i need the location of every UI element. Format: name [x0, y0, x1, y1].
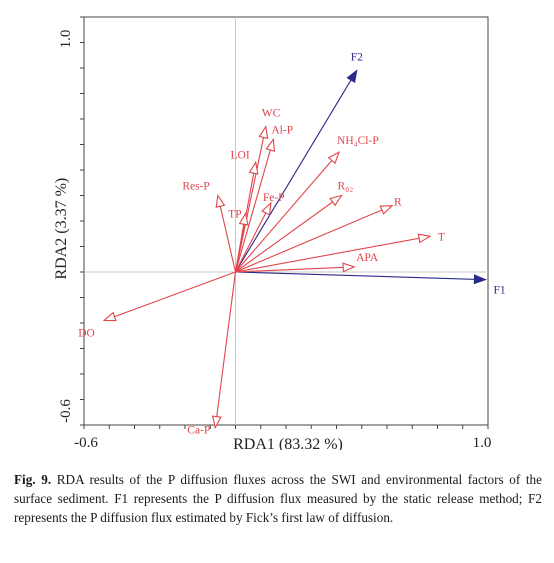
arrowhead-cap: [211, 415, 222, 430]
vector-apa: [235, 266, 355, 273]
plot-frame: [83, 16, 489, 426]
arrowhead-f2: [346, 69, 358, 84]
arrowhead-f1: [473, 274, 488, 285]
y-tick-label: -0.6: [58, 399, 74, 423]
figure-caption: Fig. 9. RDA results of the P diffusion f…: [14, 470, 542, 527]
x-axis-title: RDA1 (83.32 %): [233, 436, 343, 450]
arrowhead-apa: [342, 262, 356, 273]
arrowhead-do: [102, 311, 117, 322]
figure-number: Fig. 9.: [14, 472, 52, 487]
plot-border: [83, 16, 489, 426]
vector-alp: [234, 139, 274, 273]
vector-label-resp: Res-P: [182, 181, 209, 193]
caption-text: RDA results of the P diffusion fluxes ac…: [14, 472, 542, 525]
vector-resp: [217, 195, 237, 273]
vector-f1: [235, 271, 486, 281]
vector-label-loi: LOI: [231, 149, 250, 161]
arrowhead-wc: [258, 125, 269, 139]
vector-label-r: R₀₂: [338, 181, 354, 193]
vector-fep: [235, 202, 272, 273]
vector-arrows: [102, 69, 488, 430]
vector-t: [235, 235, 431, 273]
vector-label-cap: Ca-P: [187, 425, 210, 437]
vector-nhclp: [235, 151, 340, 273]
vector-label-nhclp: NH₄Cl-P: [337, 135, 379, 147]
arrowhead-r: [379, 205, 394, 215]
arrowhead-fep: [261, 201, 272, 216]
vector-label-f2: F2: [351, 52, 363, 64]
axis-ticks: -0.6 1.0 -0.6 1.0: [58, 16, 492, 450]
y-tick-label: 1.0: [58, 30, 74, 49]
arrowhead-nhclp: [327, 150, 341, 165]
zero-reference-lines: [84, 17, 488, 425]
arrowhead-r: [329, 194, 343, 207]
x-tick-label: 1.0: [473, 435, 492, 450]
vector-label-wc: WC: [262, 108, 281, 120]
vector-labels: F1 F2 WC Al-P NH₄Cl-P LOI Res-P TP Fe-P R₀₂ R T APA D…: [78, 52, 506, 437]
arrowhead-alp: [265, 137, 276, 152]
vector-r: [235, 205, 393, 273]
rda-biplot: -0.6 1.0 -0.6 1.0 F1 F2 WC Al-P NH₄Cl-P LOI Res-P…: [53, 16, 506, 450]
vector-label-tp: TP: [228, 208, 241, 220]
vector-cap: [214, 271, 237, 428]
vector-label-r: R: [394, 197, 402, 209]
vector-label-alp: Al-P: [271, 124, 293, 136]
vector-label-do: DO: [78, 327, 95, 339]
y-axis-title: RDA2 (3.37 %): [53, 178, 70, 280]
arrowhead-resp: [215, 193, 226, 208]
vector-wc: [234, 126, 267, 273]
vector-label-fep: Fe-P: [263, 192, 285, 204]
arrowhead-t: [417, 233, 432, 244]
vector-label-t: T: [438, 231, 445, 243]
vector-label-apa: APA: [356, 252, 379, 264]
arrowhead-tp: [238, 211, 249, 226]
vector-f2: [235, 70, 358, 273]
vector-do: [104, 271, 236, 321]
vector-label-f1: F1: [493, 285, 505, 297]
x-tick-label: -0.6: [74, 435, 98, 450]
arrowhead-loi: [248, 160, 259, 175]
vector-r: [235, 195, 342, 273]
